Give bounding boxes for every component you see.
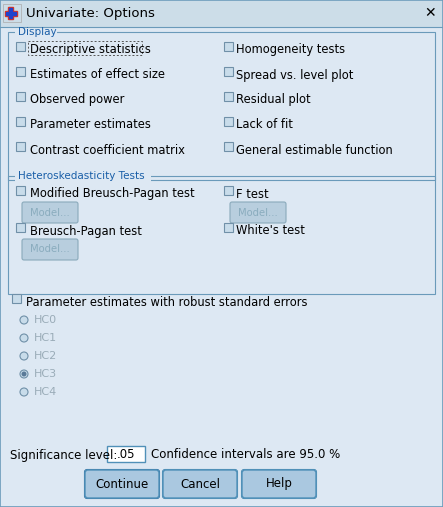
Text: Univariate: Options: Univariate: Options: [26, 7, 155, 19]
Text: Breusch-Pagan test: Breusch-Pagan test: [30, 225, 142, 237]
Circle shape: [20, 352, 28, 360]
FancyBboxPatch shape: [22, 202, 78, 223]
Text: HC4: HC4: [34, 387, 57, 397]
Circle shape: [20, 370, 28, 378]
Text: Modified Breusch-Pagan test: Modified Breusch-Pagan test: [30, 188, 194, 200]
FancyBboxPatch shape: [224, 67, 233, 76]
FancyBboxPatch shape: [85, 470, 159, 498]
FancyBboxPatch shape: [15, 170, 151, 182]
FancyBboxPatch shape: [224, 42, 233, 51]
FancyBboxPatch shape: [16, 67, 25, 76]
Text: HC0: HC0: [34, 315, 57, 325]
Text: Homogeneity tests: Homogeneity tests: [236, 44, 345, 56]
Bar: [9, 8, 12, 18]
FancyBboxPatch shape: [1, 1, 442, 27]
Text: White's test: White's test: [236, 225, 305, 237]
Text: HC3: HC3: [34, 369, 57, 379]
FancyBboxPatch shape: [16, 92, 25, 101]
Text: Parameter estimates with robust standard errors: Parameter estimates with robust standard…: [26, 296, 307, 308]
Text: Significance level:: Significance level:: [10, 449, 117, 461]
Text: Spread vs. level plot: Spread vs. level plot: [236, 68, 354, 82]
FancyBboxPatch shape: [16, 117, 25, 126]
Bar: [5, 11, 17, 16]
Text: Confidence intervals are 95.0 %: Confidence intervals are 95.0 %: [151, 449, 340, 461]
Circle shape: [20, 388, 28, 396]
Circle shape: [22, 372, 27, 377]
Text: Residual plot: Residual plot: [236, 93, 311, 106]
Text: Observed power: Observed power: [30, 93, 124, 106]
Text: Display: Display: [18, 27, 57, 37]
Text: ✕: ✕: [424, 6, 436, 20]
Text: Estimates of effect size: Estimates of effect size: [30, 68, 165, 82]
FancyBboxPatch shape: [15, 26, 58, 38]
Text: Cancel: Cancel: [180, 478, 220, 490]
Text: Model...: Model...: [30, 244, 70, 255]
Text: Descriptive statistics: Descriptive statistics: [30, 44, 151, 56]
Circle shape: [20, 316, 28, 324]
Text: F test: F test: [236, 188, 268, 200]
FancyBboxPatch shape: [224, 223, 233, 232]
FancyBboxPatch shape: [12, 294, 21, 303]
Text: Parameter estimates: Parameter estimates: [30, 119, 151, 131]
Text: Help: Help: [265, 478, 292, 490]
Text: Model...: Model...: [30, 207, 70, 218]
FancyBboxPatch shape: [107, 446, 145, 462]
FancyBboxPatch shape: [224, 92, 233, 101]
FancyBboxPatch shape: [224, 142, 233, 151]
Text: Contrast coefficient matrix: Contrast coefficient matrix: [30, 143, 185, 157]
FancyBboxPatch shape: [16, 186, 25, 195]
Text: General estimable function: General estimable function: [236, 143, 393, 157]
Bar: [8, 7, 13, 19]
FancyBboxPatch shape: [224, 186, 233, 195]
FancyBboxPatch shape: [242, 470, 316, 498]
Text: Continue: Continue: [95, 478, 148, 490]
FancyBboxPatch shape: [230, 202, 286, 223]
Text: Heteroskedasticity Tests: Heteroskedasticity Tests: [18, 171, 144, 181]
Text: Model...: Model...: [238, 207, 278, 218]
Text: HC1: HC1: [34, 333, 57, 343]
Circle shape: [20, 334, 28, 342]
Text: .05: .05: [117, 449, 135, 461]
FancyBboxPatch shape: [224, 117, 233, 126]
Bar: [6, 12, 16, 15]
FancyBboxPatch shape: [163, 470, 237, 498]
FancyBboxPatch shape: [16, 142, 25, 151]
FancyBboxPatch shape: [16, 223, 25, 232]
Text: HC2: HC2: [34, 351, 57, 361]
FancyBboxPatch shape: [16, 42, 25, 51]
FancyBboxPatch shape: [22, 239, 78, 260]
Text: Lack of fit: Lack of fit: [236, 119, 293, 131]
